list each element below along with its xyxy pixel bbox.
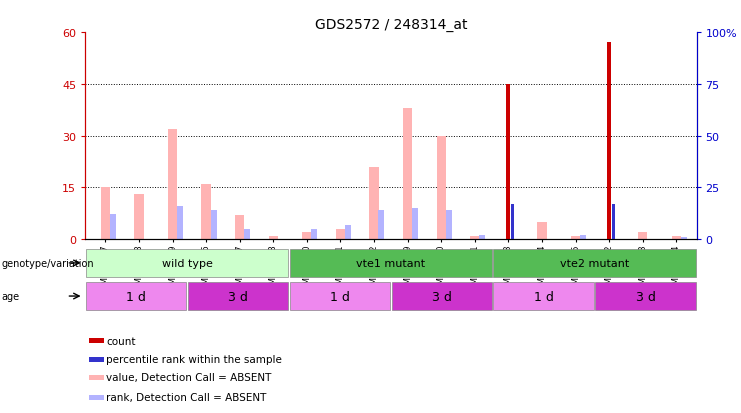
Bar xyxy=(511,204,514,240)
Bar xyxy=(681,237,687,240)
Bar xyxy=(177,206,183,240)
Bar xyxy=(268,236,278,240)
Bar xyxy=(607,43,611,240)
Bar xyxy=(506,85,511,240)
Bar xyxy=(494,282,594,311)
Bar xyxy=(345,225,351,240)
Text: 1 d: 1 d xyxy=(126,290,146,303)
Bar xyxy=(101,188,110,240)
Bar xyxy=(494,249,696,278)
Bar xyxy=(235,216,245,240)
Bar xyxy=(391,282,492,311)
Text: 3 d: 3 d xyxy=(636,290,656,303)
Bar xyxy=(369,167,379,240)
Bar xyxy=(302,233,312,240)
Bar xyxy=(311,229,317,240)
Bar xyxy=(134,195,144,240)
Bar xyxy=(445,211,452,240)
Bar xyxy=(336,229,345,240)
Bar xyxy=(671,236,681,240)
Bar xyxy=(436,136,446,240)
Title: GDS2572 / 248314_at: GDS2572 / 248314_at xyxy=(315,18,467,32)
Text: genotype/variation: genotype/variation xyxy=(1,258,94,268)
Bar xyxy=(580,235,586,240)
Bar xyxy=(90,357,104,362)
Text: 3 d: 3 d xyxy=(432,290,452,303)
Bar xyxy=(290,282,391,311)
Bar xyxy=(403,109,413,240)
Text: vte1 mutant: vte1 mutant xyxy=(356,258,425,268)
Text: 1 d: 1 d xyxy=(330,290,350,303)
Bar xyxy=(595,282,696,311)
Bar xyxy=(379,211,385,240)
Bar xyxy=(611,204,615,240)
Bar xyxy=(470,236,479,240)
Bar xyxy=(187,282,288,311)
Text: age: age xyxy=(1,291,20,301)
Text: rank, Detection Call = ABSENT: rank, Detection Call = ABSENT xyxy=(106,392,267,402)
Bar xyxy=(210,211,216,240)
Text: value, Detection Call = ABSENT: value, Detection Call = ABSENT xyxy=(106,373,271,382)
Bar xyxy=(168,129,177,240)
Bar xyxy=(290,249,492,278)
Text: wild type: wild type xyxy=(162,258,213,268)
Bar xyxy=(244,229,250,240)
Text: 1 d: 1 d xyxy=(534,290,554,303)
Bar xyxy=(537,222,547,240)
Bar xyxy=(479,235,485,240)
Bar xyxy=(86,282,187,311)
Bar xyxy=(90,339,104,344)
Bar xyxy=(110,215,116,240)
Text: vte2 mutant: vte2 mutant xyxy=(560,258,629,268)
Bar xyxy=(412,209,418,240)
Text: 3 d: 3 d xyxy=(228,290,248,303)
Bar xyxy=(202,185,211,240)
Bar xyxy=(571,236,580,240)
Text: percentile rank within the sample: percentile rank within the sample xyxy=(106,354,282,364)
Bar xyxy=(90,375,104,380)
Bar xyxy=(86,249,288,278)
Text: count: count xyxy=(106,336,136,346)
Bar xyxy=(638,233,648,240)
Bar xyxy=(90,395,104,400)
